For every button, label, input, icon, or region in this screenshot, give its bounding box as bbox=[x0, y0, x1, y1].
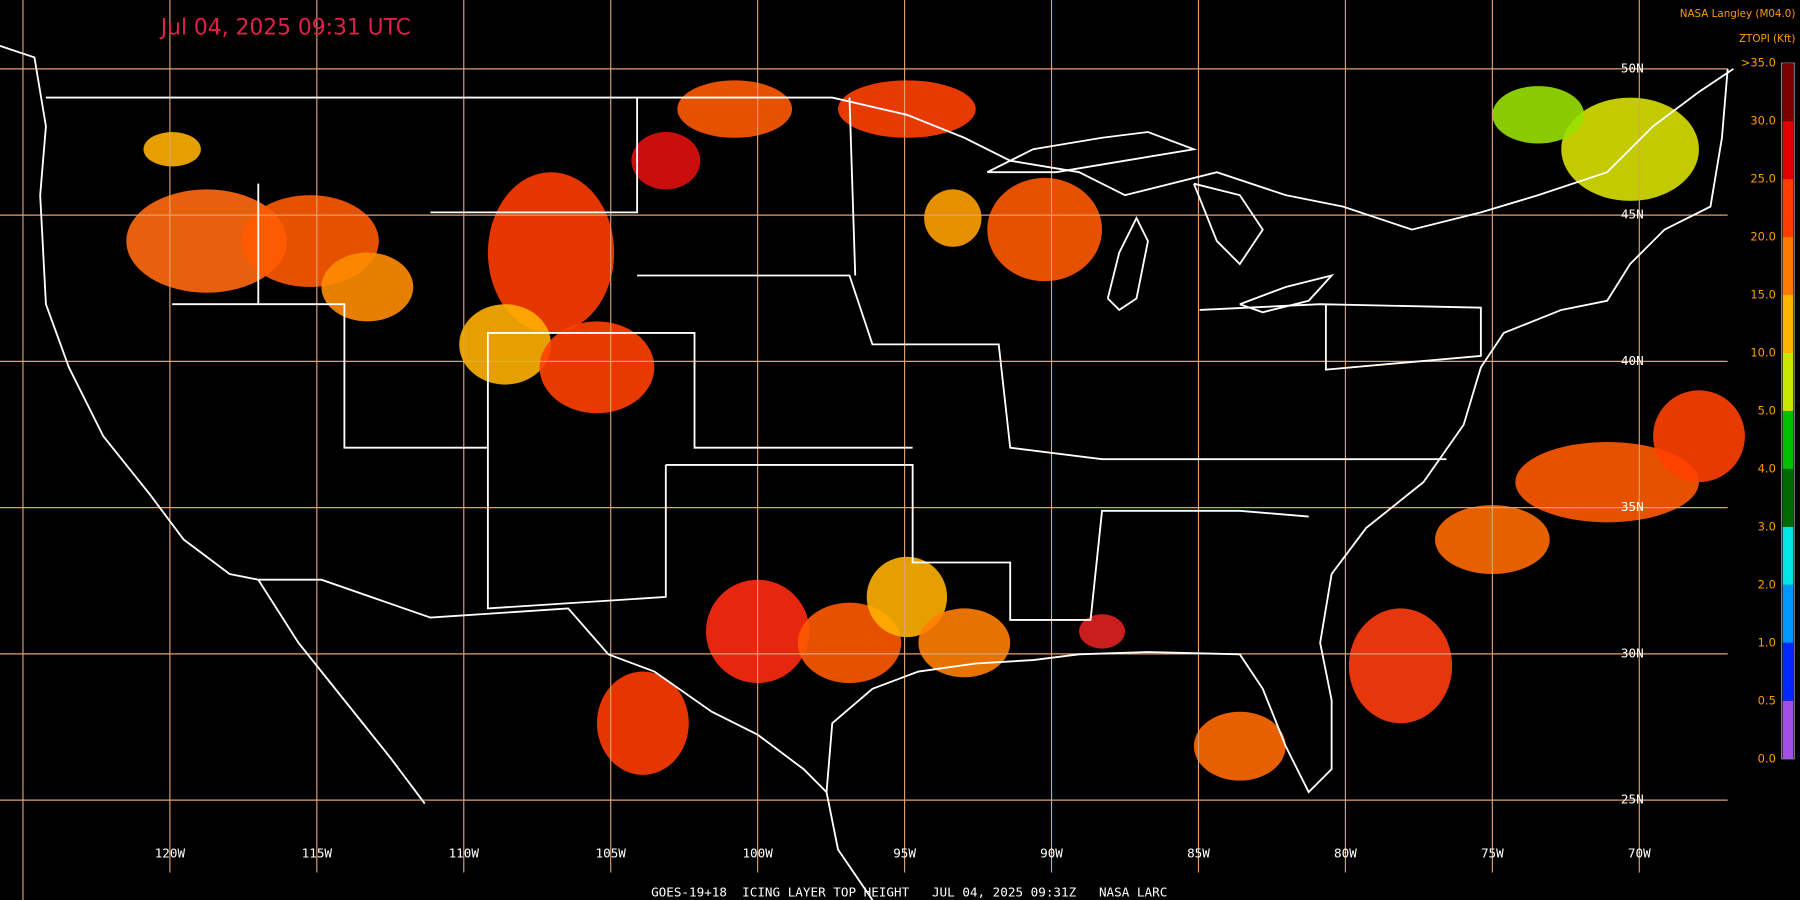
coastline-west bbox=[0, 45, 259, 581]
legend-label: 15.0 bbox=[1750, 288, 1776, 302]
state-lines-5 bbox=[665, 464, 1309, 621]
longitude-label: 85W bbox=[1187, 846, 1210, 861]
legend-swatch bbox=[1782, 237, 1794, 296]
cloud-cell bbox=[1348, 608, 1453, 724]
cloud-cell bbox=[143, 132, 201, 167]
legend-label: 3.0 bbox=[1758, 519, 1776, 533]
mexico-coast bbox=[825, 791, 874, 900]
border-mexico bbox=[258, 578, 828, 793]
cloud-cell bbox=[1492, 86, 1585, 144]
state-lines-3 bbox=[430, 97, 639, 214]
state-lines bbox=[172, 303, 913, 449]
legend-swatch bbox=[1782, 526, 1794, 585]
product-label: ZTOPI (Kft) bbox=[1739, 33, 1795, 45]
lake-erie bbox=[1239, 273, 1335, 314]
longitude-label: 90W bbox=[1040, 846, 1063, 861]
cloud-cell bbox=[987, 177, 1103, 282]
legend-swatch bbox=[1782, 352, 1794, 411]
legend-label: 25.0 bbox=[1750, 172, 1776, 186]
legend-label: >35.0 bbox=[1741, 56, 1776, 70]
legend-swatch bbox=[1782, 642, 1794, 701]
latitude-label: 35N bbox=[1621, 499, 1644, 514]
legend-label: 30.0 bbox=[1750, 114, 1776, 128]
longitude-label: 105W bbox=[596, 846, 627, 861]
legend-label: 5.0 bbox=[1758, 403, 1776, 417]
cloud-field bbox=[126, 80, 1745, 781]
legend-swatch bbox=[1782, 584, 1794, 643]
state-lines-7 bbox=[1199, 303, 1482, 371]
legend-swatch bbox=[1782, 63, 1794, 122]
baja bbox=[257, 579, 426, 805]
cloud-cell bbox=[1079, 614, 1125, 649]
longitude-label: 70W bbox=[1628, 846, 1651, 861]
cloud-cell bbox=[918, 608, 1011, 678]
cloud-cell bbox=[1515, 441, 1699, 523]
cloud-cell bbox=[539, 321, 655, 414]
state-lines-4 bbox=[637, 274, 1447, 461]
longitude-label: 100W bbox=[742, 846, 773, 861]
legend-swatch bbox=[1782, 410, 1794, 469]
legend-label: 1.0 bbox=[1758, 635, 1776, 649]
coastline-gulf-east bbox=[825, 68, 1729, 794]
latitude-label: 50N bbox=[1621, 60, 1644, 75]
latitude-label: 25N bbox=[1621, 792, 1644, 807]
cloud-cell bbox=[596, 671, 689, 775]
legend-swatch bbox=[1782, 468, 1794, 527]
lake-huron bbox=[1193, 182, 1264, 266]
legend-label: 0.0 bbox=[1758, 751, 1776, 765]
state-lines-6 bbox=[486, 447, 667, 610]
legend-swatch bbox=[1782, 700, 1794, 759]
latitude-label: 30N bbox=[1621, 645, 1644, 660]
border-north bbox=[45, 68, 1734, 231]
legend-label: 10.0 bbox=[1750, 345, 1776, 359]
cloud-cell bbox=[459, 304, 552, 385]
longitude-label: 80W bbox=[1334, 846, 1357, 861]
legend-swatch bbox=[1782, 121, 1794, 180]
latitude-label: 45N bbox=[1621, 207, 1644, 222]
state-lines-8 bbox=[848, 97, 857, 276]
cloud-cell bbox=[838, 80, 976, 138]
cloud-cell bbox=[797, 602, 902, 684]
legend-label: 20.0 bbox=[1750, 230, 1776, 244]
legend-swatch bbox=[1782, 295, 1794, 353]
legend-swatch bbox=[1782, 179, 1794, 238]
legend-label: 4.0 bbox=[1758, 461, 1776, 475]
boundaries bbox=[0, 45, 1734, 900]
graticule: 120W 115W 110W 105W 100W 95W 90W 85W 80W 75W 70W 50… bbox=[0, 0, 1728, 900]
lake-michigan bbox=[1106, 216, 1149, 312]
longitude-label: 75W bbox=[1481, 846, 1504, 861]
cloud-cell bbox=[1193, 711, 1286, 781]
longitude-label: 120W bbox=[155, 846, 186, 861]
footer: GOES-19+18 ICING LAYER TOP HEIGHT JUL 04… bbox=[651, 885, 1167, 900]
timestamp: Jul 04, 2025 09:31 UTC bbox=[159, 16, 411, 41]
cloud-cell bbox=[924, 189, 982, 247]
cloud-cell bbox=[321, 252, 414, 322]
cloud-cell bbox=[866, 556, 948, 638]
cloud-cell bbox=[677, 80, 793, 138]
legend-label: 2.0 bbox=[1758, 577, 1776, 591]
longitude-label: 95W bbox=[893, 846, 916, 861]
legend-label: 0.5 bbox=[1758, 693, 1776, 707]
source-label: NASA Langley (M04.0) bbox=[1680, 8, 1796, 20]
longitude-label: 110W bbox=[449, 846, 480, 861]
longitude-label: 115W bbox=[302, 846, 333, 861]
latitude-label: 40N bbox=[1621, 353, 1644, 368]
color-legend: >35.0 30.0 25.0 20.0 15.0 10.0 5.0 4.0 3.0 2.0 1.0… bbox=[1741, 56, 1795, 765]
lake-superior bbox=[986, 131, 1198, 174]
cloud-cell bbox=[1653, 390, 1745, 483]
cloud-cell bbox=[631, 132, 701, 190]
